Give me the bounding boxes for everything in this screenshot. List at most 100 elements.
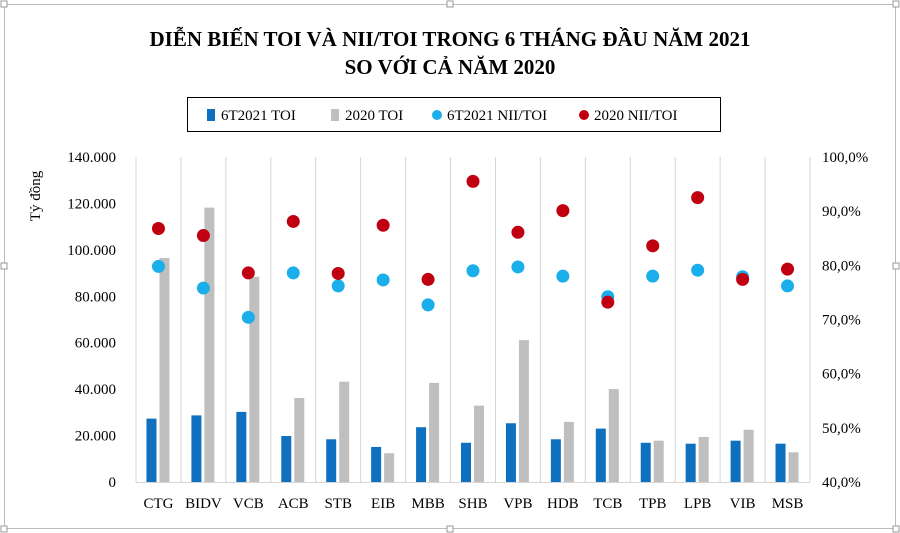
legend-box bbox=[187, 97, 721, 132]
resize-handle[interactable] bbox=[0, 262, 8, 270]
x-tick-label: TPB bbox=[639, 496, 667, 512]
y2-tick-label: 60,0% bbox=[822, 367, 861, 383]
y-tick-label: 140.000 bbox=[67, 150, 116, 166]
point-6t2021-nii-toi bbox=[556, 269, 570, 283]
point-2020-nii-toi bbox=[556, 204, 570, 218]
resize-handle[interactable] bbox=[0, 525, 8, 533]
x-tick-label: LPB bbox=[684, 496, 712, 512]
bar-2020-toi bbox=[294, 397, 305, 482]
x-tick-label: MBB bbox=[411, 496, 444, 512]
y-tick-label: 120.000 bbox=[67, 196, 116, 212]
bar-2020-toi bbox=[159, 257, 170, 482]
resize-handle[interactable] bbox=[892, 525, 900, 533]
point-2020-nii-toi bbox=[421, 272, 435, 286]
bar-2020-toi bbox=[384, 453, 395, 482]
x-tick-label: VCB bbox=[233, 496, 264, 512]
bar-2020-toi bbox=[563, 421, 574, 482]
point-2020-nii-toi bbox=[691, 191, 705, 205]
bar-6t2021-toi bbox=[416, 427, 427, 482]
point-6t2021-nii-toi bbox=[421, 298, 435, 312]
legend-label: 6T2021 TOI bbox=[221, 108, 296, 124]
x-tick-label: HDB bbox=[547, 496, 579, 512]
legend-swatch bbox=[207, 109, 215, 121]
point-2020-nii-toi bbox=[241, 266, 255, 280]
bar-2020-toi bbox=[474, 405, 484, 482]
y-tick-label: 40.000 bbox=[75, 382, 116, 398]
x-tick-label: SHB bbox=[458, 496, 487, 512]
legend-label: 2020 NII/TOI bbox=[594, 108, 677, 124]
y2-tick-label: 80,0% bbox=[822, 258, 861, 274]
bar-2020-toi bbox=[429, 382, 440, 482]
x-tick-label: STB bbox=[324, 496, 352, 512]
x-tick-label: CTG bbox=[143, 496, 173, 512]
point-6t2021-nii-toi bbox=[151, 259, 165, 273]
y2-tick-label: 70,0% bbox=[822, 313, 861, 329]
legend-marker bbox=[579, 110, 589, 120]
y-tick-label: 100.000 bbox=[67, 243, 116, 259]
resize-handle[interactable] bbox=[892, 0, 900, 8]
point-2020-nii-toi bbox=[466, 174, 480, 188]
point-2020-nii-toi bbox=[601, 295, 615, 309]
bar-6t2021-toi bbox=[775, 443, 786, 482]
bar-6t2021-toi bbox=[191, 415, 202, 482]
legend-marker bbox=[432, 110, 442, 120]
bar-2020-toi bbox=[788, 452, 799, 482]
legend-label: 6T2021 NII/TOI bbox=[447, 108, 547, 124]
bar-6t2021-toi bbox=[371, 446, 382, 482]
bar-6t2021-toi bbox=[326, 439, 337, 482]
point-6t2021-nii-toi bbox=[781, 279, 795, 293]
x-tick-label: ACB bbox=[278, 496, 309, 512]
point-6t2021-nii-toi bbox=[286, 266, 300, 280]
x-tick-label: BIDV bbox=[185, 496, 222, 512]
y2-tick-label: 100,0% bbox=[822, 150, 868, 166]
y-tick-label: 80.000 bbox=[75, 289, 116, 305]
point-6t2021-nii-toi bbox=[511, 260, 525, 274]
bar-6t2021-toi bbox=[595, 428, 606, 482]
chart-frame[interactable] bbox=[4, 4, 896, 529]
legend-label: 2020 TOI bbox=[345, 108, 403, 124]
point-2020-nii-toi bbox=[196, 229, 210, 243]
point-6t2021-nii-toi bbox=[691, 263, 705, 277]
x-tick-label: VIB bbox=[730, 496, 756, 512]
x-tick-label: VPB bbox=[503, 496, 532, 512]
bar-6t2021-toi bbox=[281, 436, 292, 482]
x-tick-label: MSB bbox=[772, 496, 804, 512]
chart-title-line-2: SO VỚI CẢ NĂM 2020 bbox=[345, 55, 556, 79]
point-6t2021-nii-toi bbox=[376, 273, 390, 287]
chart-title-line-1: DIỄN BIẾN TOI VÀ NII/TOI TRONG 6 THÁNG Đ… bbox=[150, 26, 751, 51]
resize-handle[interactable] bbox=[0, 0, 8, 8]
point-6t2021-nii-toi bbox=[331, 279, 345, 293]
y2-tick-label: 50,0% bbox=[822, 421, 861, 437]
bar-6t2021-toi bbox=[640, 442, 651, 482]
point-2020-nii-toi bbox=[151, 222, 165, 235]
y2-tick-label: 40,0% bbox=[822, 475, 861, 491]
y-axis-label: Tỷ đồng bbox=[28, 170, 44, 221]
point-2020-nii-toi bbox=[511, 225, 525, 239]
point-2020-nii-toi bbox=[376, 218, 390, 232]
y-tick-label: 60.000 bbox=[75, 336, 116, 352]
bar-2020-toi bbox=[743, 429, 754, 482]
bar-6t2021-toi bbox=[236, 411, 247, 482]
bar-2020-toi bbox=[518, 340, 529, 482]
x-tick-label: EIB bbox=[371, 496, 395, 512]
point-6t2021-nii-toi bbox=[466, 264, 480, 278]
resize-handle[interactable] bbox=[446, 0, 454, 8]
point-2020-nii-toi bbox=[286, 214, 300, 228]
point-6t2021-nii-toi bbox=[241, 310, 255, 324]
bar-2020-toi bbox=[249, 276, 260, 482]
point-6t2021-nii-toi bbox=[646, 269, 660, 283]
bar-2020-toi bbox=[698, 436, 709, 482]
point-2020-nii-toi bbox=[736, 272, 750, 286]
bar-6t2021-toi bbox=[505, 423, 516, 482]
y-tick-label: 20.000 bbox=[75, 429, 116, 445]
bar-2020-toi bbox=[204, 207, 215, 482]
resize-handle[interactable] bbox=[446, 525, 454, 533]
bar-2020-toi bbox=[339, 381, 350, 482]
resize-handle[interactable] bbox=[892, 262, 900, 270]
bar-6t2021-toi bbox=[685, 443, 696, 482]
bar-6t2021-toi bbox=[550, 439, 561, 482]
point-2020-nii-toi bbox=[781, 262, 795, 276]
point-6t2021-nii-toi bbox=[196, 281, 210, 295]
bar-2020-toi bbox=[608, 389, 619, 482]
